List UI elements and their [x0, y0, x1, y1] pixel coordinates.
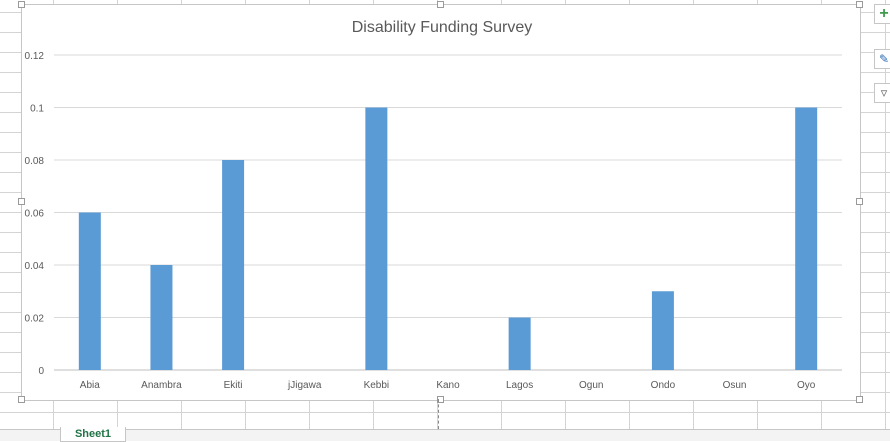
bar-ondo[interactable]: [651, 291, 674, 370]
bar-oyo[interactable]: [795, 107, 818, 371]
x-tick-label: Ondo: [651, 380, 676, 391]
bars: [78, 107, 818, 371]
x-tick-label: Kano: [436, 380, 460, 391]
filter-icon: ▿: [880, 85, 888, 100]
x-tick-label: Kebbi: [364, 380, 390, 391]
resize-handle-left[interactable]: [18, 198, 25, 205]
chart-elements-button[interactable]: +: [874, 4, 890, 24]
x-tick-label: Oyo: [797, 380, 816, 391]
chart-title: Disability Funding Survey: [352, 19, 533, 36]
resize-handle-top-left[interactable]: [18, 1, 25, 8]
sheet-tab[interactable]: Sheet1: [60, 427, 126, 442]
y-tick-label: 0.1: [30, 104, 44, 115]
bar-abia[interactable]: [78, 212, 101, 371]
y-tick-label: 0: [38, 366, 44, 377]
x-axis-labels: Abia Anambra Ekiti jJigawa Kebbi Kano Lagos Ogu…: [80, 380, 816, 391]
y-tick-label: 0.02: [25, 314, 45, 325]
bar-ekiti[interactable]: [222, 160, 245, 370]
x-tick-label: Ekiti: [224, 380, 243, 391]
x-tick-label: jJigawa: [287, 380, 322, 391]
sheet-tab-bar: Sheet1: [0, 427, 890, 442]
bar-kebbi[interactable]: [365, 107, 388, 371]
y-axis-ticks: 0 0.02 0.04 0.06 0.08 0.1 0.12: [25, 51, 45, 377]
plus-icon: +: [879, 5, 889, 22]
chart-area[interactable]: Disability Funding Survey 0 0.02 0.04 0.06 0…: [18, 1, 863, 403]
y-tick-label: 0.04: [25, 261, 45, 272]
gridlines: [54, 54, 842, 371]
bar-lagos[interactable]: [508, 317, 531, 371]
resize-handle-right[interactable]: [856, 198, 863, 205]
resize-handle-bottom-left[interactable]: [18, 396, 25, 403]
x-tick-label: Osun: [723, 380, 747, 391]
chart-filters-button[interactable]: ▿: [874, 83, 890, 103]
x-tick-label: Abia: [80, 380, 100, 391]
bar-anambra[interactable]: [150, 265, 173, 370]
x-tick-label: Ogun: [579, 380, 603, 391]
chart-styles-button[interactable]: ✎: [874, 49, 890, 69]
y-tick-label: 0.06: [25, 209, 45, 220]
page-break-line: [438, 399, 439, 429]
x-tick-label: Lagos: [506, 380, 533, 391]
resize-handle-top[interactable]: [437, 1, 444, 8]
bar-chart: Disability Funding Survey 00.020.040.060…: [25, 19, 842, 391]
y-tick-label: 0.08: [25, 156, 45, 167]
y-tick-label: 0.12: [25, 51, 45, 62]
brush-icon: ✎: [878, 52, 890, 66]
x-tick-label: Anambra: [141, 380, 182, 391]
resize-handle-bottom[interactable]: [437, 396, 444, 403]
resize-handle-top-right[interactable]: [856, 1, 863, 8]
resize-handle-bottom-right[interactable]: [856, 396, 863, 403]
